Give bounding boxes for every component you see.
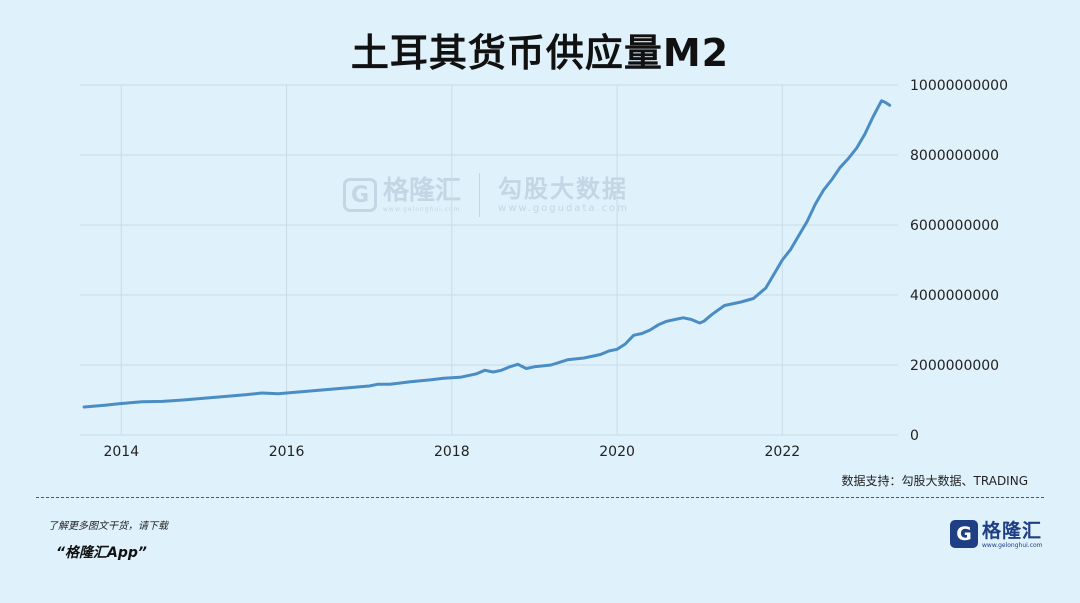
y-tick-label: 2000000000 bbox=[910, 358, 999, 374]
m2-series-line bbox=[82, 99, 892, 409]
x-tick-label: 2014 bbox=[103, 444, 139, 460]
logo-name: 格隆汇 bbox=[982, 520, 1043, 542]
watermark-name-gelonghui: 格隆汇 bbox=[383, 176, 462, 206]
chart-grid bbox=[80, 84, 898, 436]
watermark-url-gelonghui: www.gelonghui.com bbox=[383, 206, 461, 213]
watermark-logo-icon: G bbox=[343, 178, 377, 212]
watermark: G 格隆汇 www.gelonghui.com 勾股大数据 www.goguda… bbox=[343, 173, 629, 217]
y-tick-label: 6000000000 bbox=[910, 218, 999, 234]
y-tick-label: 10000000000 bbox=[910, 78, 1008, 94]
y-axis-ticks: 0 2000000000 4000000000 6000000000 800000000… bbox=[910, 78, 1008, 444]
logo-url: www.gelonghui.com bbox=[982, 542, 1043, 549]
x-tick-label: 2022 bbox=[765, 444, 801, 460]
promo-text: 了解更多图文干货，请下载 bbox=[48, 521, 168, 532]
gelonghui-logo: G 格隆汇 www.gelonghui.com bbox=[950, 520, 1043, 550]
y-tick-label: 4000000000 bbox=[910, 288, 999, 304]
x-tick-label: 2016 bbox=[269, 444, 305, 460]
x-tick-label: 2018 bbox=[434, 444, 470, 460]
x-tick-label: 2020 bbox=[599, 444, 635, 460]
x-axis-ticks: 2014 2016 2018 2020 2022 bbox=[103, 444, 800, 460]
y-tick-label: 8000000000 bbox=[910, 148, 999, 164]
watermark-url-gogudata: www.gogudata.com bbox=[498, 203, 630, 214]
watermark-name-gogudata: 勾股大数据 bbox=[498, 175, 629, 203]
footer-divider bbox=[36, 497, 1044, 498]
logo-mark-icon: G bbox=[950, 520, 978, 548]
watermark-divider bbox=[479, 173, 481, 217]
promo-app-name: “格隆汇App” bbox=[56, 545, 147, 561]
y-tick-label: 0 bbox=[910, 428, 919, 444]
chart-title: 土耳其货币供应量M2 bbox=[350, 31, 730, 75]
data-source: 数据支持：勾股大数据、TRADING bbox=[841, 474, 1028, 488]
